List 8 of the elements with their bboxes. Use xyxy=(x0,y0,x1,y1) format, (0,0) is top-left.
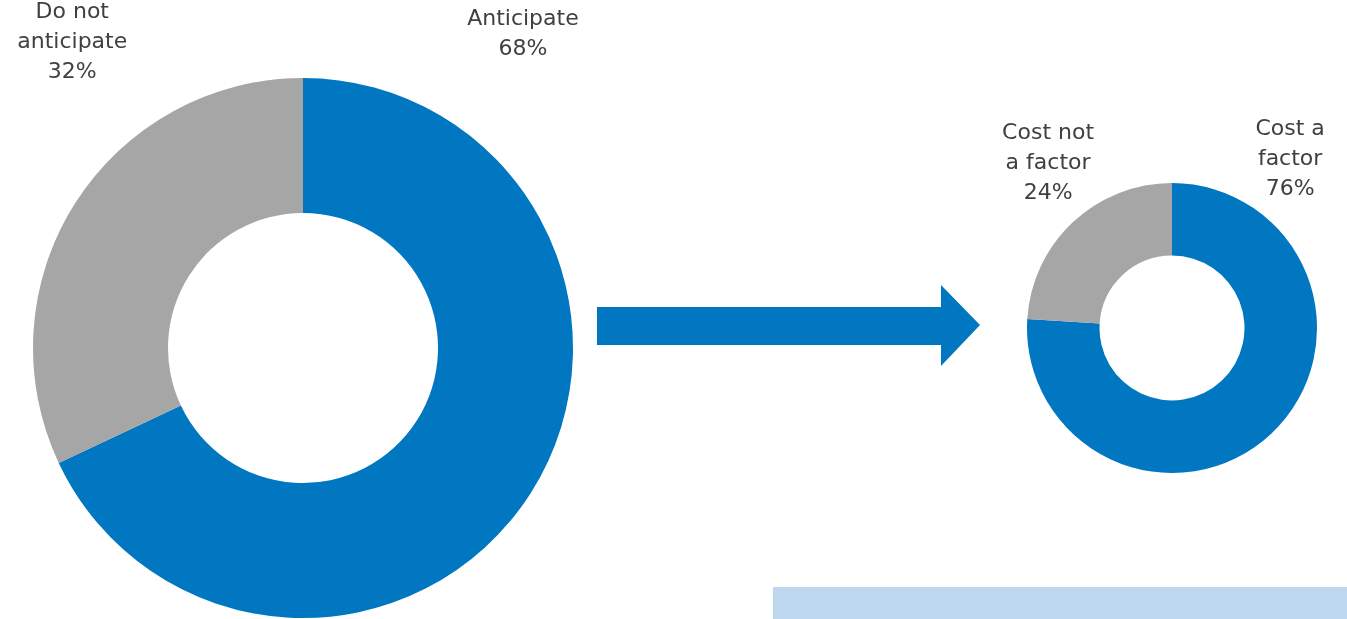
slice-label: Anticipate xyxy=(467,4,579,30)
data-label: 24% xyxy=(1023,179,1073,205)
data-label: 68% xyxy=(498,34,548,60)
data-label: 76% xyxy=(1265,175,1315,201)
slice-label: Cost a factor xyxy=(1255,115,1325,171)
slice-label: Do not anticipate xyxy=(17,0,128,53)
data-label: 32% xyxy=(47,57,97,83)
slice-label: Cost not a factor xyxy=(1002,119,1095,175)
